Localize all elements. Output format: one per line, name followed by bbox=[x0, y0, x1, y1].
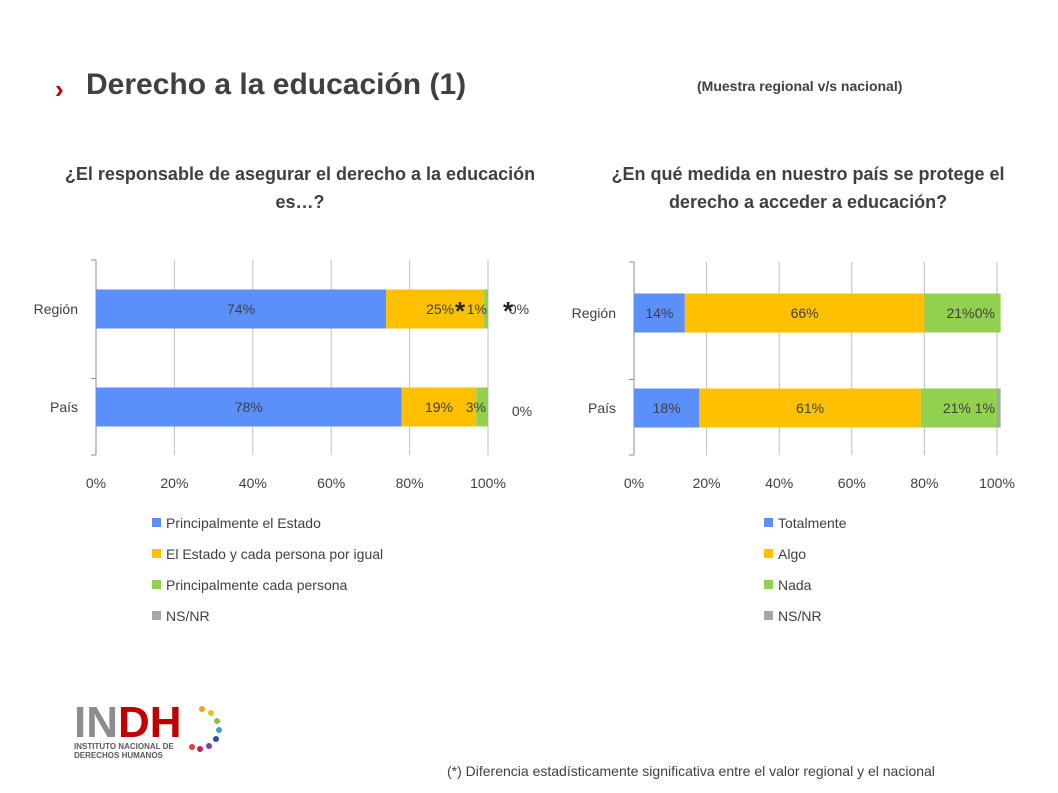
chart1-svg: 0% 20% 40% 60% 80% 100% Región 74% 25% 1% 0% País 78… bbox=[34, 259, 532, 624]
chart2-legend-swatch bbox=[764, 611, 773, 620]
chart1-significance-mark: * bbox=[503, 296, 514, 326]
chart1-data-label: 1% bbox=[467, 301, 487, 317]
chart1-tick-label: 100% bbox=[470, 475, 506, 491]
footnote: (*) Diferencia estadísticamente signific… bbox=[447, 763, 935, 779]
chart2-category-label: Región bbox=[572, 305, 616, 321]
chart1-data-label: 78% bbox=[235, 399, 263, 415]
chart2-tick-label: 40% bbox=[765, 475, 793, 491]
chart2-bar-segment bbox=[924, 293, 1001, 333]
chart2-legend-label: NS/NR bbox=[778, 608, 822, 624]
chart1-bar-segment bbox=[484, 289, 488, 329]
chart2-bar-segment bbox=[684, 293, 925, 333]
chart2-bar-segment bbox=[920, 388, 997, 428]
chart1-legend-swatch bbox=[152, 549, 161, 558]
chart1-category-label: Región bbox=[34, 301, 78, 317]
chart1-significance-mark: * bbox=[455, 296, 466, 326]
chart2-category-label: País bbox=[588, 400, 616, 416]
logo-dh-text: DH bbox=[118, 698, 182, 747]
chart2-legend-label: Nada bbox=[778, 577, 812, 593]
chart2-bar-segment bbox=[699, 388, 921, 428]
logo-line2: DERECHOS HUMANOS bbox=[74, 751, 164, 759]
chart1-tick-label: 80% bbox=[396, 475, 424, 491]
chart1-tick-label: 60% bbox=[317, 475, 345, 491]
chart1-legend-swatch bbox=[152, 518, 161, 527]
chart2-data-label: 61% bbox=[796, 400, 824, 416]
title-chevron-icon: › bbox=[55, 74, 64, 104]
chart1-title: ¿El responsable de asegurar el derecho a… bbox=[64, 164, 536, 212]
chart2-svg: 0% 20% 40% 60% 80% 100%Región 14% 66% 21% 0%País 1… bbox=[572, 261, 1015, 624]
chart2-data-label: 21% bbox=[943, 400, 971, 416]
chart2-tick-label: 80% bbox=[910, 475, 938, 491]
chart1-data-label: 3% bbox=[466, 399, 486, 415]
chart2-data-label: 14% bbox=[645, 305, 673, 321]
chart1-data-label: 0% bbox=[512, 403, 532, 419]
chart2-legend-swatch bbox=[764, 580, 773, 589]
chart2-tick-label: 0% bbox=[624, 475, 644, 491]
chart1-category-label: País bbox=[50, 399, 78, 415]
chart1-tick-label: 40% bbox=[239, 475, 267, 491]
chart1-tick-label: 0% bbox=[86, 475, 106, 491]
chart2-bar-segment bbox=[997, 388, 1001, 428]
chart1-bar-segment bbox=[386, 289, 485, 329]
chart2-data-label: 18% bbox=[653, 400, 681, 416]
chart2-legend-swatch bbox=[764, 549, 773, 558]
chart2-bar-segment bbox=[634, 293, 685, 333]
chart1-legend-swatch bbox=[152, 611, 161, 620]
chart2-title: ¿En qué medida en nuestro país se proteg… bbox=[611, 164, 1005, 212]
chart1-bar-segment bbox=[476, 387, 488, 427]
chart2-tick-label: 100% bbox=[979, 475, 1015, 491]
chart2-tick-label: 20% bbox=[693, 475, 721, 491]
chart2-data-label: 66% bbox=[791, 305, 819, 321]
chart1-tick-label: 20% bbox=[160, 475, 188, 491]
chart2-legend-label: Algo bbox=[778, 546, 806, 562]
chart2-legend-swatch bbox=[764, 518, 773, 527]
chart2-data-label: 21% bbox=[946, 305, 974, 321]
page-subtitle: (Muestra regional v/s nacional) bbox=[697, 78, 903, 94]
chart2-tick-label: 60% bbox=[838, 475, 866, 491]
page-title: Derecho a la educación (1) bbox=[86, 68, 467, 101]
chart1-data-label: 25% bbox=[426, 301, 454, 317]
logo-in-text: IN bbox=[74, 698, 118, 747]
chart1-legend-label: Principalmente el Estado bbox=[166, 515, 321, 531]
indh-logo: IN DH INSTITUTO NACIONAL DE DERECHOS HUM… bbox=[74, 697, 234, 760]
chart2-data-label: 1% bbox=[975, 400, 995, 416]
chart2-bar-segment bbox=[634, 388, 700, 428]
logo-dots-icon bbox=[189, 706, 222, 752]
chart1-data-label: 74% bbox=[227, 301, 255, 317]
chart2-legend-label: Totalmente bbox=[778, 515, 847, 531]
chart1-bar-segment bbox=[401, 387, 477, 427]
chart1-legend-label: Principalmente cada persona bbox=[166, 577, 348, 593]
chart1-data-label: 0% bbox=[509, 301, 529, 317]
chart1-legend-label: NS/NR bbox=[166, 608, 210, 624]
chart1-legend-swatch bbox=[152, 580, 161, 589]
chart2-plot: 0% 20% 40% 60% 80% 100%Región 14% 66% 21% 0%País 1… bbox=[572, 261, 1015, 624]
chart1-data-label: 19% bbox=[425, 399, 453, 415]
chart1-legend-label: El Estado y cada persona por igual bbox=[166, 546, 383, 562]
chart2-data-label: 0% bbox=[975, 305, 995, 321]
logo-line1: INSTITUTO NACIONAL DE bbox=[74, 742, 174, 751]
chart1-plot: 0% 20% 40% 60% 80% 100% Región 74% 25% 1% 0% País 78… bbox=[34, 259, 532, 624]
chart1-bar-segment bbox=[96, 289, 387, 329]
chart1-bar-segment bbox=[96, 387, 402, 427]
